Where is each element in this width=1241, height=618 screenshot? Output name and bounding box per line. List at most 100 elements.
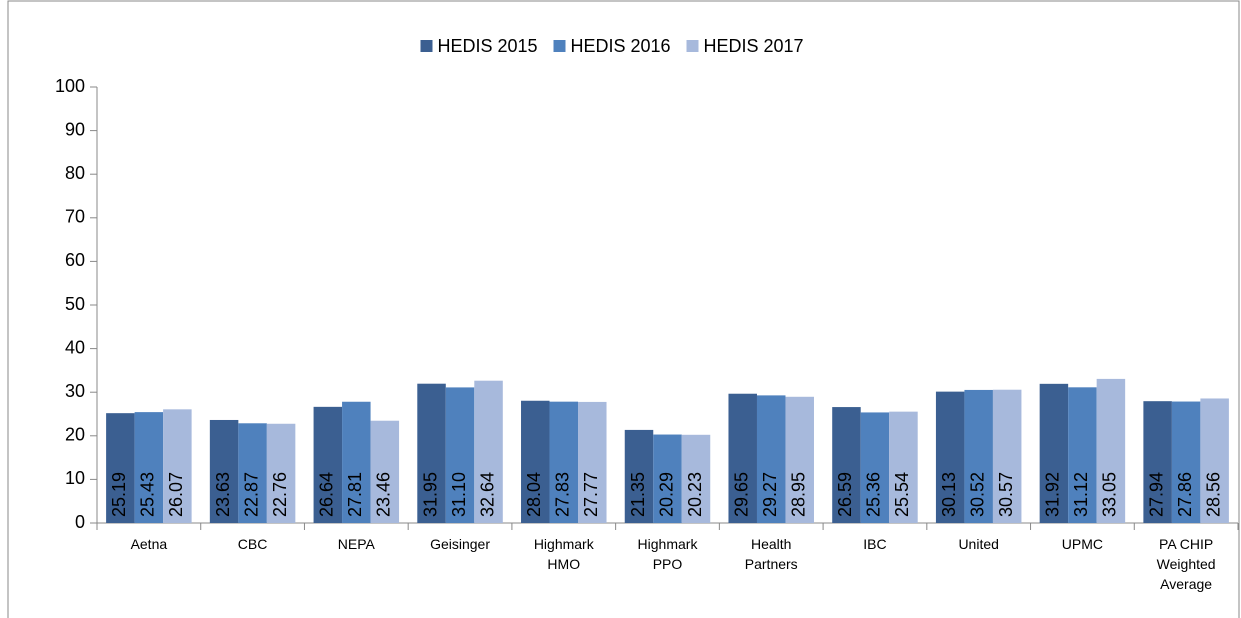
value-label: 26.07 — [166, 472, 186, 517]
bar — [445, 387, 475, 523]
bar — [266, 423, 296, 523]
value-label: 27.77 — [581, 472, 601, 517]
y-tick-label: 0 — [75, 512, 85, 532]
x-tick-label-line: HMO — [547, 556, 580, 572]
bar — [860, 412, 890, 523]
y-tick-label: 80 — [65, 163, 85, 183]
y-tick-label: 30 — [65, 381, 85, 401]
value-label: 25.43 — [138, 472, 158, 517]
value-label: 27.81 — [345, 472, 365, 517]
x-tick-label-line: Partners — [745, 556, 798, 572]
y-tick-label: 70 — [65, 207, 85, 227]
x-tick-label-line: Highmark — [638, 536, 699, 552]
bar — [474, 380, 503, 523]
value-label: 22.87 — [241, 472, 261, 517]
chart-border — [7, 0, 1240, 618]
x-tick-label-line: United — [958, 536, 998, 552]
x-tick-label: CBC — [238, 536, 268, 552]
bar — [624, 429, 654, 523]
x-tick-label-line: Geisinger — [430, 536, 490, 552]
bar — [209, 419, 239, 523]
value-label: 25.36 — [864, 472, 884, 517]
value-label: 26.64 — [317, 472, 337, 517]
x-tick-label-line: Weighted — [1157, 556, 1216, 572]
bar — [992, 389, 1022, 523]
x-tick-label-line: NEPA — [338, 536, 376, 552]
value-label: 23.46 — [374, 472, 394, 517]
x-tick-label-line: PPO — [653, 556, 683, 572]
value-label: 30.57 — [996, 472, 1016, 517]
legend-label: HEDIS 2016 — [571, 36, 671, 56]
bar — [106, 413, 135, 523]
value-label: 22.76 — [270, 472, 290, 517]
x-tick-label: UPMC — [1062, 536, 1103, 552]
bar — [935, 391, 965, 523]
value-label: 27.94 — [1146, 472, 1166, 517]
bar — [134, 412, 164, 523]
value-label: 20.29 — [656, 472, 676, 517]
value-label: 32.64 — [477, 472, 497, 517]
bar — [163, 409, 192, 523]
y-tick-label: 90 — [65, 119, 85, 139]
x-tick-label-line: Highmark — [534, 536, 595, 552]
value-label: 31.92 — [1043, 472, 1063, 517]
x-tick-label: Health Partners — [745, 536, 798, 572]
bar — [728, 393, 757, 523]
x-tick-label: IBC — [863, 536, 886, 552]
legend-swatch — [553, 40, 566, 52]
x-tick-label-line: IBC — [863, 536, 886, 552]
x-tick-label: Highmark PPO — [638, 536, 699, 572]
legend-swatch — [420, 40, 433, 52]
bar — [417, 383, 446, 523]
bar — [1171, 401, 1201, 523]
bar — [549, 401, 579, 523]
value-label: 27.83 — [553, 472, 573, 517]
x-tick-label: Aetna — [131, 536, 168, 552]
bar — [1143, 401, 1172, 523]
legend-label: HEDIS 2017 — [704, 36, 804, 56]
x-tick-label: Geisinger — [430, 536, 490, 552]
bar — [756, 395, 786, 523]
y-tick-label: 100 — [55, 76, 85, 96]
y-tick-label: 20 — [65, 425, 85, 445]
bar — [889, 411, 918, 523]
bar — [832, 407, 861, 523]
bar — [1096, 378, 1126, 523]
bar — [342, 401, 371, 523]
y-tick-label: 50 — [65, 294, 85, 314]
value-label: 30.13 — [939, 472, 959, 517]
value-label: 31.95 — [420, 472, 440, 517]
bar — [578, 401, 607, 523]
value-label: 25.54 — [892, 472, 912, 517]
value-label: 28.04 — [524, 472, 544, 517]
value-label: 28.56 — [1203, 472, 1223, 517]
legend-swatch — [686, 40, 699, 52]
x-tick-label: NEPA — [338, 536, 376, 552]
x-tick-label-line: UPMC — [1062, 536, 1103, 552]
x-tick-label: United — [958, 536, 998, 552]
bar — [313, 406, 343, 523]
bar — [1200, 398, 1229, 523]
bar — [785, 396, 814, 523]
bar — [238, 423, 267, 523]
y-tick-label: 40 — [65, 337, 85, 357]
value-label: 27.86 — [1175, 472, 1195, 517]
x-tick-label-line: CBC — [238, 536, 268, 552]
x-tick-label: Highmark HMO — [534, 536, 595, 572]
value-label: 21.35 — [628, 472, 648, 517]
y-tick-label: 60 — [65, 250, 85, 270]
x-tick-label-line: PA CHIP — [1159, 536, 1213, 552]
bar — [653, 434, 682, 523]
x-tick-label-line: Health — [751, 536, 791, 552]
bar — [521, 400, 550, 523]
x-tick-label-line: Average — [1160, 576, 1212, 592]
bar — [681, 434, 711, 523]
value-label: 29.27 — [760, 472, 780, 517]
value-label: 31.10 — [449, 472, 469, 517]
value-label: 31.12 — [1071, 472, 1091, 517]
value-label: 28.95 — [788, 472, 808, 517]
x-tick-label: PA CHIP Weighted Average — [1157, 536, 1216, 592]
value-label: 26.59 — [835, 472, 855, 517]
legend-label: HEDIS 2015 — [438, 36, 538, 56]
